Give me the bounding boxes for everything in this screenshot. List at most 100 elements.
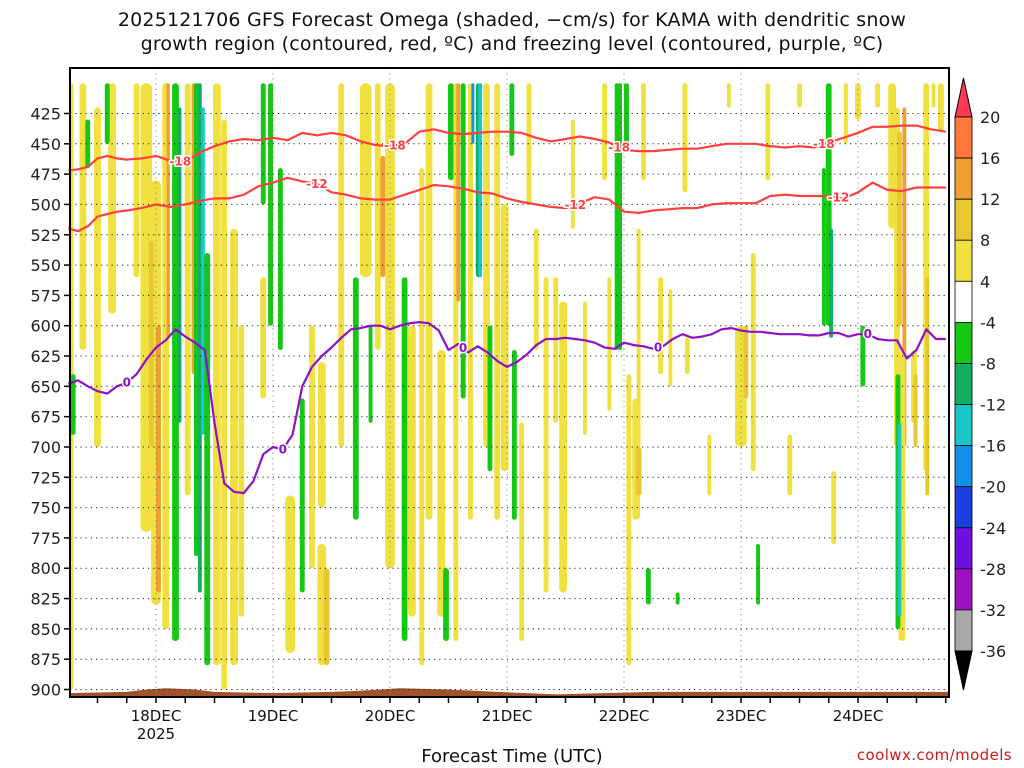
omega-shade-cell (855, 83, 861, 120)
colorbar-label: 8 (980, 231, 990, 250)
credit-link[interactable]: coolwx.com/models (856, 746, 1012, 764)
contour-label: 0 (459, 341, 467, 355)
x-tick-label: 24DEC (833, 707, 884, 725)
omega-shade-cell (172, 83, 179, 641)
colorbar-label: 12 (980, 190, 1000, 209)
omega-shade-cell (277, 168, 283, 350)
omega-shade-cell (368, 325, 373, 423)
x-tick-label: 22DEC (599, 707, 650, 725)
chart-title-line1: 2025121706 GFS Forecast Omega (shaded, −… (117, 9, 907, 31)
omega-shade-cell (675, 592, 680, 605)
y-tick-label: 450 (30, 135, 61, 154)
omega-shade-cell (636, 228, 641, 447)
y-tick-label: 725 (30, 468, 61, 487)
contour-line (68, 124, 946, 172)
omega-shade-cell (70, 374, 76, 435)
omega-shade-cell (200, 107, 205, 435)
y-tick-label: 500 (30, 195, 61, 214)
omega-shade-cell (897, 422, 902, 617)
y-tick-label: 650 (30, 377, 61, 396)
omega-shade-cell (85, 119, 91, 169)
omega-shade-cell (519, 422, 525, 641)
omega-shade-cell (583, 301, 587, 435)
omega-shade-cell (443, 568, 449, 641)
omega-shade-cell (487, 325, 493, 472)
omega-shade-cell (614, 83, 619, 350)
omega-shade-cell (204, 253, 211, 666)
colorbar-swatch (954, 116, 973, 159)
omega-shade-cell (626, 374, 632, 666)
omega-shade-cell (743, 325, 749, 399)
y-tick-label: 625 (30, 347, 61, 366)
colorbar-label: -16 (980, 437, 1006, 456)
plot-frame (69, 67, 950, 698)
colorbar-label: -12 (980, 396, 1006, 415)
omega-shade-cell (94, 107, 101, 447)
y-tick-label: 425 (30, 105, 61, 124)
omega-shade-cell (860, 325, 866, 387)
omega-shade-cell (765, 83, 771, 181)
colorbar-label: -4 (980, 313, 996, 332)
omega-shade-cell (408, 325, 416, 617)
omega-shade-cell (618, 83, 622, 350)
omega-shade-cell (380, 155, 386, 278)
omega-shade-cell (184, 83, 191, 496)
omega-shade-cell (323, 568, 330, 666)
colorbar-label: -28 (980, 560, 1006, 579)
y-tick-label: 875 (30, 650, 61, 669)
omega-shade-cell (875, 83, 880, 108)
omega-shade-cell (260, 277, 267, 399)
omega-shade-cell (913, 374, 918, 447)
colorbar-swatch (954, 568, 973, 611)
y-tick-label: 775 (30, 529, 61, 548)
omega-shade-cell (213, 83, 221, 666)
contour-label: -12 (564, 198, 586, 212)
colorbar-swatch (954, 527, 973, 570)
omega-shade-cell (726, 83, 731, 108)
ground-shading (68, 688, 950, 697)
contour-label: -18 (813, 137, 835, 151)
omega-shade-cell (602, 83, 607, 181)
omega-shading (70, 83, 944, 690)
omega-shade-cell (221, 119, 228, 690)
omega-shade-cell (831, 471, 837, 544)
y-tick-label: 675 (30, 408, 61, 427)
omega-shade-cell (460, 83, 466, 399)
omega-shade-cell (419, 168, 425, 666)
omega-shade-cell (448, 83, 454, 181)
x-tick-label: 19DEC (248, 707, 299, 725)
omega-shade-cell (230, 228, 238, 666)
omega-shade-cell (425, 83, 433, 520)
omega-shade-cell (500, 204, 509, 472)
x-tick-label: 21DEC (482, 707, 533, 725)
y-tick-label: 800 (30, 559, 61, 578)
omega-shade-cell (285, 495, 295, 654)
contour-label: 0 (864, 327, 872, 341)
omega-shade-cell (166, 83, 170, 338)
omega-shade-cell (309, 325, 315, 569)
contour-label: -18 (384, 138, 406, 152)
omega-shade-cell (156, 325, 161, 593)
x-tick-sublabel: 2025 (137, 725, 175, 743)
omega-shade-cell (553, 277, 559, 423)
colorbar-swatch (954, 321, 973, 364)
omega-shade-cell (511, 350, 517, 520)
contour-label: 0 (654, 341, 662, 355)
omega-shade-cell (268, 83, 273, 326)
omega-shade-cell (668, 289, 673, 387)
contour-label: -12 (306, 177, 328, 191)
omega-shade-cell (374, 83, 381, 350)
x-axis-label: Forecast Time (UTC) (421, 746, 603, 767)
omega-shade-cell (707, 434, 712, 496)
y-tick-label: 900 (30, 681, 61, 700)
contour-label: -12 (828, 191, 850, 205)
x-tick-label: 20DEC (365, 707, 416, 725)
colorbar-swatch (954, 198, 973, 241)
omega-shade-cell (888, 83, 896, 229)
colorbar-label: -8 (980, 355, 996, 374)
omega-shade-cell (533, 228, 539, 350)
x-tick-label: 23DEC (716, 707, 767, 725)
omega-shade-cell (108, 83, 116, 314)
colorbar-top-arrow (954, 77, 973, 118)
omega-shade-cell (829, 228, 834, 338)
